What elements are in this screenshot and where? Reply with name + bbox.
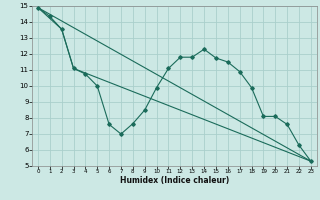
X-axis label: Humidex (Indice chaleur): Humidex (Indice chaleur) xyxy=(120,176,229,185)
